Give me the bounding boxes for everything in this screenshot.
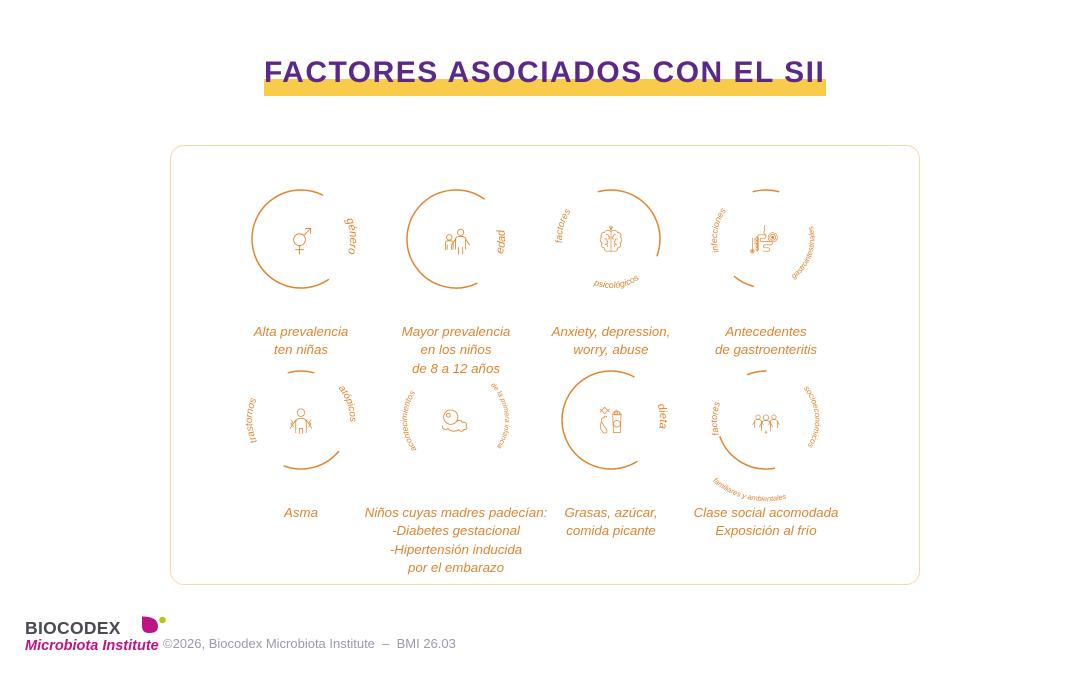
svg-text:Microbiota Institute: Microbiota Institute (25, 638, 159, 654)
svg-text:género: género (343, 216, 359, 255)
svg-text:factores: factores (709, 400, 722, 437)
svg-text:socioeconómicos: socioeconómicos (802, 384, 822, 450)
svg-text:trastornos: trastornos (244, 396, 260, 445)
svg-text:BIOCODEX: BIOCODEX (25, 618, 121, 638)
svg-text:dieta: dieta (655, 402, 669, 429)
svg-text:factores: factores (554, 207, 573, 244)
svg-text:psicológicos: psicológicos (592, 272, 641, 290)
svg-text:atópicos: atópicos (336, 383, 358, 422)
svg-text:de la primera infancia: de la primera infancia (489, 382, 510, 450)
svg-text:infecciones: infecciones (709, 205, 728, 254)
svg-text:acontecimientos: acontecimientos (399, 388, 418, 454)
svg-text:gastrointestinales: gastrointestinales (790, 225, 817, 280)
svg-text:edad: edad (494, 228, 508, 255)
